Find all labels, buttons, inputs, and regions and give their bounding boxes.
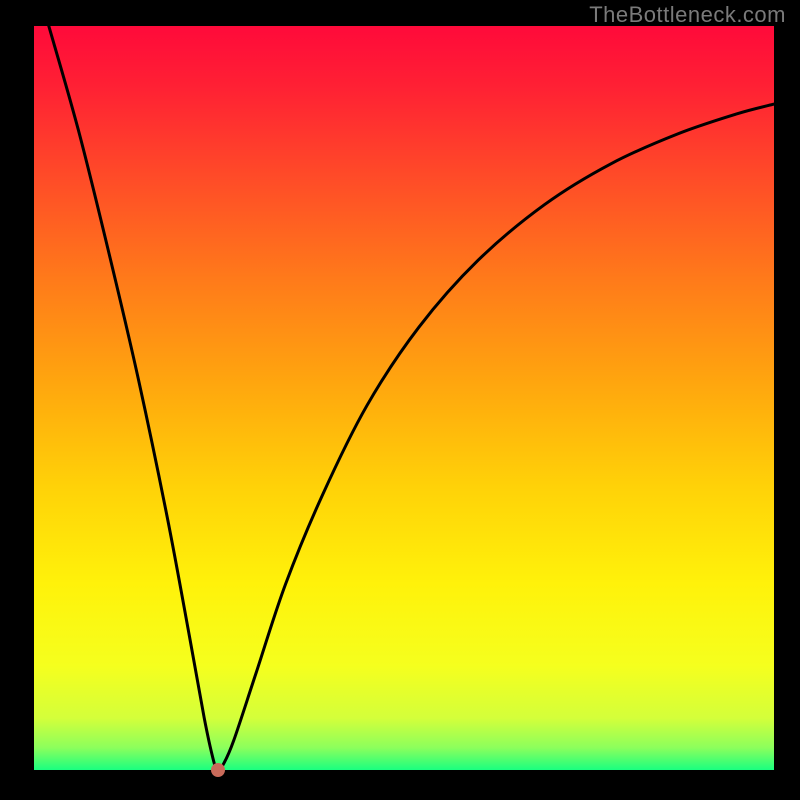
chart-container: TheBottleneck.com xyxy=(0,0,800,800)
gradient-background xyxy=(34,26,774,770)
watermark-text: TheBottleneck.com xyxy=(589,2,786,28)
chart-svg xyxy=(34,26,774,770)
plot-area xyxy=(34,26,774,770)
minimum-marker xyxy=(211,763,225,777)
